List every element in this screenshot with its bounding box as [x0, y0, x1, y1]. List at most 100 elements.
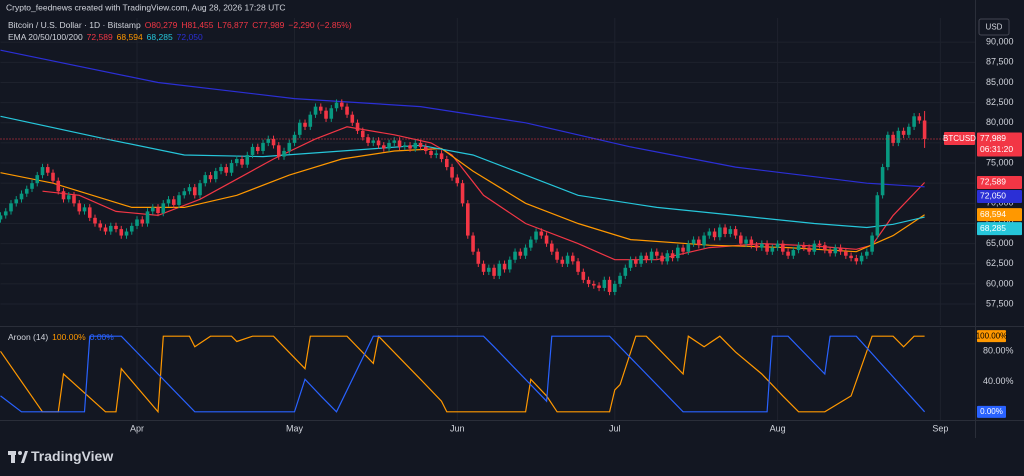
candle-body — [51, 172, 55, 181]
ema-value: 72,589 — [87, 32, 113, 42]
candle-body — [450, 167, 454, 178]
candle-body — [754, 245, 759, 248]
candle-body — [786, 251, 790, 256]
candle-body — [765, 243, 769, 252]
candle-body — [513, 251, 517, 260]
ema-value: 72,050 — [177, 32, 203, 42]
x-tick-label: Jul — [609, 423, 621, 433]
candle-body — [392, 140, 397, 143]
candle-body — [93, 217, 97, 224]
candle-body — [219, 167, 223, 172]
candle-body — [145, 211, 150, 224]
value-tag-label: 100.00% — [976, 331, 1008, 340]
currency-box[interactable] — [978, 18, 1010, 36]
candle-body — [922, 120, 927, 139]
indicator-line — [42, 126, 926, 261]
y-tick-label: 90,000 — [986, 37, 1014, 47]
candle-body — [161, 203, 166, 213]
candle-body — [250, 146, 255, 155]
indicator-line — [0, 115, 925, 229]
price-tag — [977, 189, 1022, 203]
candle-body — [3, 211, 8, 216]
candle-body — [240, 159, 244, 165]
candle-body — [791, 250, 796, 256]
candle-body — [471, 235, 475, 252]
y-tick-label: 62,500 — [986, 258, 1014, 268]
price-tag-label: 77,989 — [980, 133, 1006, 143]
y-tick-label: 82,500 — [986, 97, 1014, 107]
price-tag — [977, 222, 1022, 236]
candle-body — [665, 253, 670, 262]
candle-body — [255, 146, 260, 151]
candle-body — [397, 140, 402, 147]
symbol-tag-label: BTCUSD — [943, 134, 976, 143]
candle-body — [171, 199, 176, 205]
candle-body — [586, 279, 591, 284]
candle-body — [103, 227, 108, 232]
candle-body — [781, 243, 785, 252]
y-tick-label: 85,000 — [986, 77, 1014, 87]
candle-body — [912, 116, 916, 127]
candle-body — [917, 116, 922, 121]
candle-body — [313, 106, 318, 115]
candle-body — [550, 243, 554, 252]
candle-body — [875, 195, 880, 236]
y-tick-label: 57,500 — [986, 298, 1014, 308]
aroon-value: 0.00% — [90, 332, 115, 342]
candle-body — [114, 225, 118, 230]
candle-body — [812, 243, 817, 252]
candle-body — [644, 255, 649, 260]
candle-body — [901, 130, 906, 135]
candle-body — [676, 247, 680, 259]
candle-body — [208, 175, 213, 180]
high-label: H81,455 — [181, 20, 213, 30]
candle-body — [581, 271, 586, 280]
candle-body — [350, 114, 355, 123]
candle-body — [35, 175, 40, 184]
candle-body — [544, 235, 549, 244]
candle-body — [539, 231, 544, 236]
candle-body — [728, 229, 733, 234]
y-tick-label: 80.00% — [983, 346, 1014, 356]
candle-body — [324, 110, 328, 119]
price-tag-label: 72,589 — [980, 177, 1006, 187]
candle-body — [854, 258, 859, 262]
open-label: O80,279 — [145, 20, 178, 30]
candle-body — [592, 283, 596, 286]
candle-body — [14, 199, 19, 204]
candle-body — [529, 239, 533, 248]
candle-body — [534, 231, 538, 240]
aroon-legend: Aroon (14) 100.00% 0.00% — [8, 332, 114, 342]
candle-body — [649, 251, 654, 260]
candle-body — [30, 183, 34, 189]
candle-body — [492, 267, 496, 276]
x-tick-label: Jun — [450, 423, 465, 433]
indicator-line — [0, 49, 925, 188]
candle-body — [770, 247, 775, 252]
candle-body — [760, 243, 764, 248]
candle-body — [402, 145, 407, 147]
candle-body — [66, 195, 71, 200]
candle-body — [733, 229, 738, 236]
candle-body — [613, 283, 617, 292]
candle-body — [444, 159, 449, 168]
candle-body — [87, 207, 92, 218]
ema-title: EMA 20/50/100/200 — [8, 32, 83, 42]
candle-body — [19, 193, 24, 200]
candle-body — [896, 130, 901, 143]
candle-body — [198, 183, 202, 196]
candle-body — [413, 142, 418, 149]
candle-body — [691, 239, 696, 244]
candle-body — [282, 150, 286, 157]
candle-body — [465, 203, 470, 236]
candle-body — [0, 215, 3, 220]
y-tick-label: 75,000 — [986, 157, 1014, 167]
candle-body — [287, 142, 292, 151]
candle-body — [119, 229, 124, 236]
candle-body — [571, 255, 575, 262]
candle-body — [718, 227, 722, 238]
candle-body — [749, 239, 754, 246]
x-tick-label: May — [286, 423, 304, 433]
candle-body — [135, 219, 139, 226]
